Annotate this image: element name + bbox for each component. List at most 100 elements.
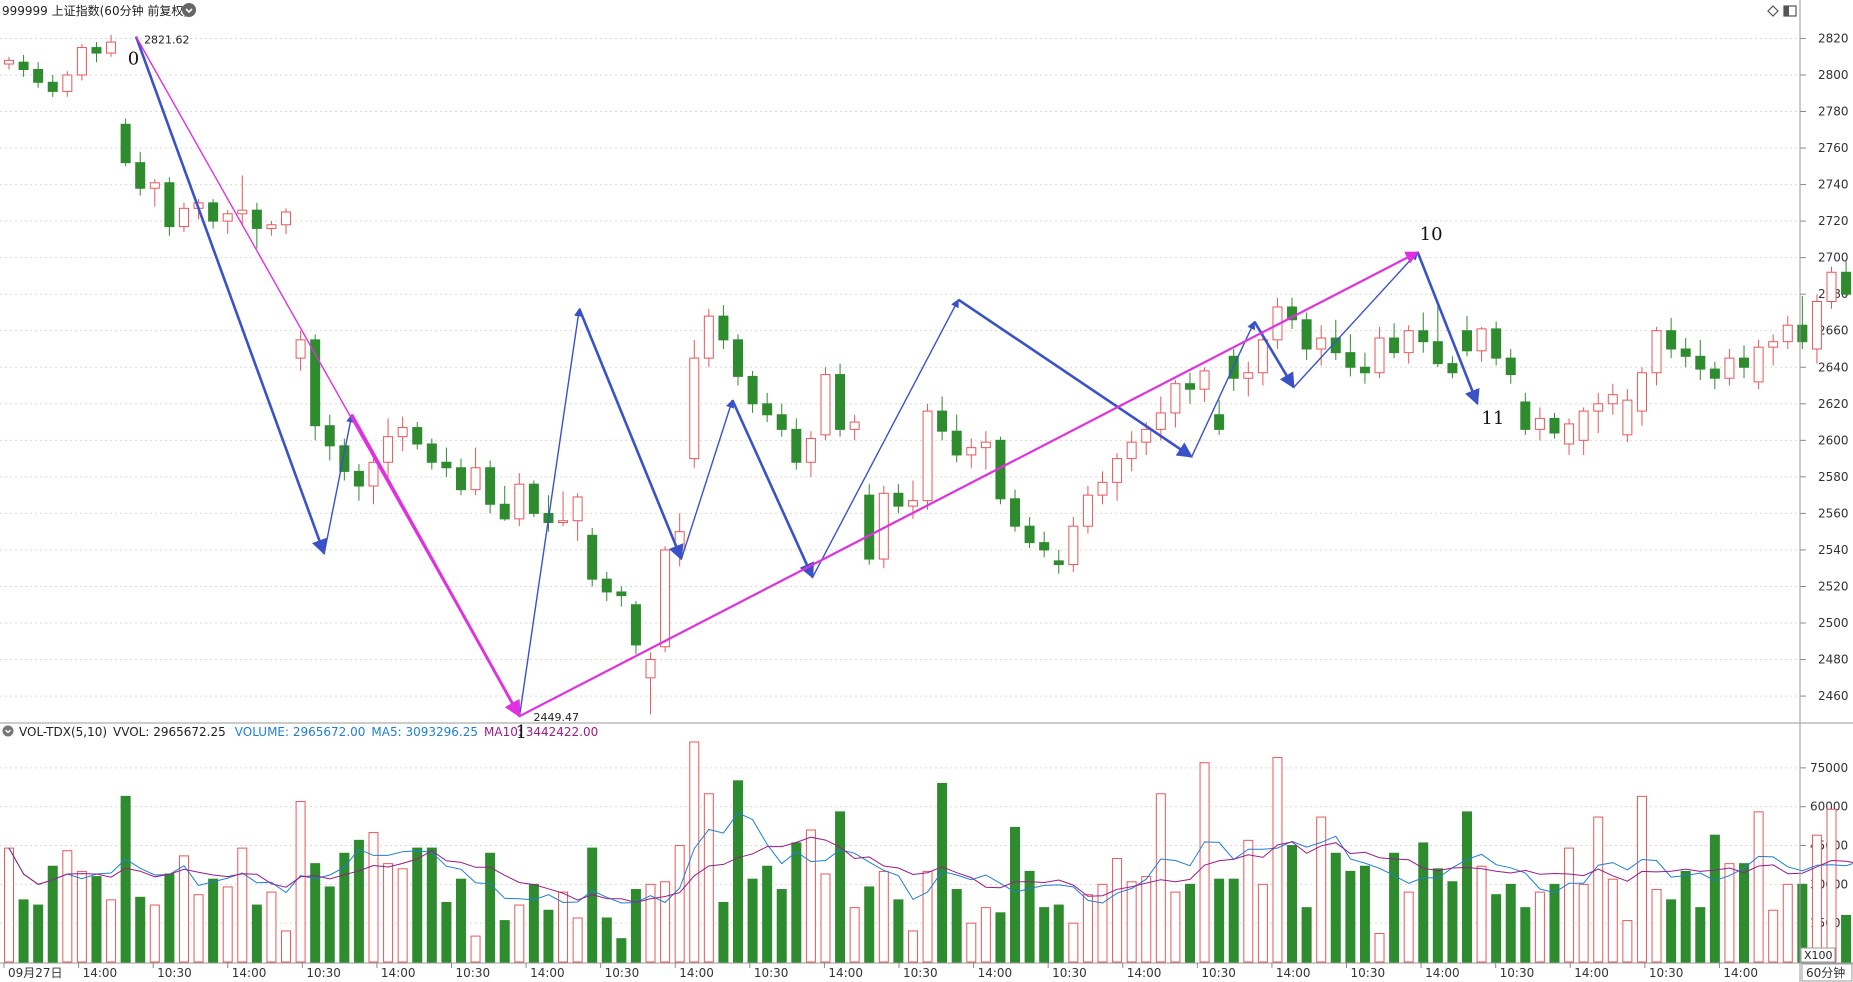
candle-body-up	[1826, 271, 1837, 302]
candle-body-down	[1841, 271, 1852, 295]
volume-bar-up	[1126, 881, 1137, 963]
volume-bar-down	[1695, 907, 1706, 963]
candle-body-up	[1636, 372, 1647, 412]
volume-bar-up	[572, 917, 583, 963]
candle-body-up	[980, 441, 991, 449]
price-tick-label: 2720	[1818, 214, 1849, 228]
candle-body-up	[368, 461, 379, 487]
volume-bar-down	[1184, 883, 1195, 963]
volume-tick-label: 60000	[1810, 800, 1848, 814]
volume-bar-up	[1826, 808, 1837, 963]
candle-body-down	[1010, 498, 1021, 527]
candle-body-up	[907, 500, 918, 507]
volume-bar-down	[1462, 811, 1472, 963]
volume-ma-lines	[8, 812, 1853, 904]
price-tick-label: 2800	[1818, 68, 1849, 82]
volume-bar-up	[1082, 894, 1093, 963]
volume-bar-up	[1651, 889, 1662, 963]
candle-body-up	[1112, 458, 1123, 483]
volume-bar-down	[1039, 907, 1050, 963]
volume-bar-down	[1214, 878, 1225, 963]
volume-bar-down	[1389, 852, 1400, 963]
volume-bar-up	[1607, 878, 1618, 963]
chevron-down-icon[interactable]	[2, 725, 14, 737]
volume-bar-up	[1564, 847, 1575, 963]
candle-body-up	[1257, 339, 1268, 374]
price-tick-label: 2700	[1818, 251, 1849, 265]
volume-bar-down	[1345, 870, 1356, 963]
price-tick-label: 2760	[1818, 141, 1849, 155]
price-tick-label: 2740	[1818, 178, 1849, 192]
candle-body-down	[791, 428, 802, 463]
candle-body-up	[1199, 370, 1210, 390]
volume-bar-up	[1403, 891, 1414, 963]
candle-body-up	[470, 467, 481, 491]
time-tick-label: 10:30	[306, 966, 341, 980]
volume-bar-up	[1724, 863, 1735, 963]
volume-bar-down	[1841, 914, 1852, 963]
candle-body-down	[1797, 324, 1808, 343]
volume-bar-down	[135, 896, 146, 963]
period-box[interactable]: 60分钟	[1801, 963, 1853, 982]
wave-segment	[323, 413, 355, 554]
volume-bar-up	[1636, 795, 1647, 963]
ma5-line	[8, 812, 1853, 904]
candle-body-down	[1359, 366, 1370, 374]
candle-body-down	[776, 414, 787, 430]
wave-segment	[731, 399, 814, 579]
volume-panel-header: VOL-TDX(5,10) VVOL: 2965672.25 VOLUME: 296…	[2, 725, 598, 739]
candle-body-down	[499, 503, 510, 520]
price-tick-label: 2460	[1818, 689, 1849, 703]
volume-bar-down	[1739, 863, 1750, 963]
volume-bar-up	[1155, 793, 1166, 963]
candle-body-down	[324, 425, 335, 447]
volume-bar-up	[1782, 883, 1793, 963]
candle-body-up	[1564, 423, 1575, 445]
candle-body-down	[208, 202, 219, 222]
diamond-icon[interactable]	[1767, 5, 1779, 17]
volume-bar-up	[1534, 891, 1545, 963]
volume-bar-down	[718, 901, 729, 963]
price-tick-label: 2820	[1818, 31, 1849, 45]
wave-segment	[680, 399, 735, 560]
candle-body-down	[1739, 357, 1750, 368]
volume-bar-down	[18, 899, 29, 963]
volume-bar-up	[645, 883, 656, 963]
wave-segment	[957, 298, 1193, 458]
time-tick-label: 14:00	[530, 966, 565, 980]
candle-body-up	[703, 315, 714, 359]
candle-body-down	[1680, 348, 1691, 357]
volume-bar-down	[1432, 868, 1443, 963]
price-tick-label: 2600	[1818, 433, 1849, 447]
volume-bar-up	[1112, 857, 1123, 963]
volume-bar-down	[1287, 845, 1298, 963]
volume-bar-up	[1374, 933, 1385, 963]
time-tick-label: 10:30	[1052, 966, 1087, 980]
candle-body-down	[1491, 328, 1502, 359]
volume-bar-up	[1141, 876, 1152, 963]
volume-bar-down	[762, 865, 773, 963]
volume-bar-down	[485, 852, 496, 963]
time-tick-label: 10:30	[903, 966, 938, 980]
chevron-down-icon[interactable]	[182, 3, 196, 17]
volume-bar-up	[878, 870, 889, 963]
candle-body-down	[1520, 401, 1531, 430]
candle-body-up	[1753, 346, 1764, 383]
candle-body-up	[1141, 428, 1152, 443]
candle-body-up	[1811, 300, 1822, 350]
time-tick-label: 14:00	[828, 966, 863, 980]
candle-body-down	[1214, 414, 1225, 430]
candle-body-up	[383, 436, 394, 463]
candle-body-down	[1695, 355, 1706, 370]
volume-bar-up	[1811, 834, 1822, 963]
panel-icon[interactable]	[1783, 5, 1797, 17]
volume-bar-up	[980, 907, 991, 963]
candle-body-up	[1651, 330, 1662, 374]
volume-bar-down	[1010, 826, 1021, 963]
price-tick-label: 2540	[1818, 543, 1849, 557]
candle-body-down	[1053, 560, 1064, 566]
volume-bar-up	[106, 899, 117, 963]
volume-bars	[4, 741, 1852, 963]
candle-body-down	[1389, 337, 1400, 354]
